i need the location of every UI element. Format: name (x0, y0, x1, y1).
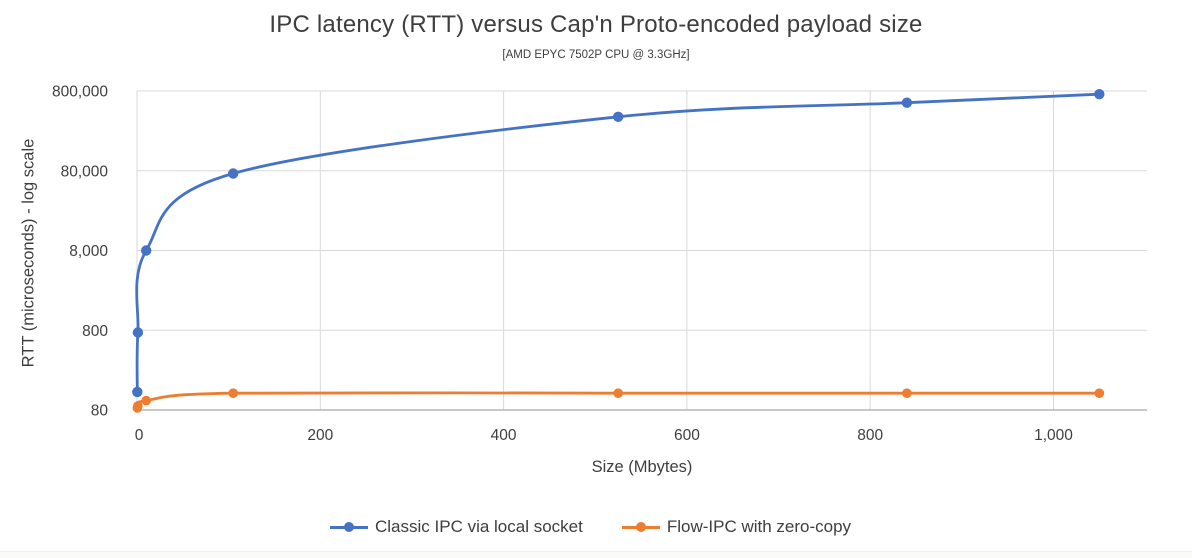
legend-line-marker-icon (330, 522, 368, 532)
legend-label-flow-ipc: Flow-IPC with zero-copy (666, 517, 852, 536)
y-tick-label: 80,000 (61, 163, 109, 180)
legend-item-classic-ipc: Classic IPC via local socket (330, 517, 583, 537)
data-point-flow-ipc-6 (1094, 388, 1105, 399)
data-point-classic-ipc-0 (132, 386, 143, 398)
bottom-strip (0, 551, 1192, 558)
data-point-classic-ipc-5 (901, 97, 913, 108)
x-tick-label: 0 (135, 427, 144, 444)
y-tick-label: 8,000 (69, 243, 108, 260)
x-tick-label: 800 (857, 427, 883, 444)
data-point-flow-ipc-4 (613, 388, 623, 399)
data-point-classic-ipc-4 (613, 111, 624, 123)
series-line-classic-ipc (135, 92, 1101, 394)
legend: Classic IPC via local socket Flow-IPC wi… (330, 517, 851, 537)
data-point-flow-ipc-2 (141, 395, 151, 406)
x-axis-title: Size (Mbytes) (591, 458, 693, 476)
data-point-flow-ipc-1 (133, 401, 143, 411)
x-tick-label: 400 (491, 427, 517, 444)
x-tick-label: 200 (307, 427, 333, 444)
chart-title: IPC latency (RTT) versus Cap'n Proto-enc… (269, 11, 923, 38)
y-axis-title: RTT (microseconds) - log scale (19, 138, 38, 368)
legend-item-flow-ipc: Flow-IPC with zero-copy (621, 517, 852, 537)
y-tick-label: 800 (82, 323, 108, 340)
data-point-classic-ipc-2 (141, 245, 152, 256)
legend-line-marker-icon (621, 522, 660, 532)
legend-label-classic-ipc: Classic IPC via local socket (375, 517, 583, 536)
data-point-flow-ipc-5 (902, 388, 912, 399)
chart-subtitle: [AMD EPYC 7502P CPU @ 3.3GHz] (502, 49, 690, 61)
y-tick-label: 80 (91, 403, 109, 420)
data-point-flow-ipc-3 (228, 388, 238, 399)
data-point-classic-ipc-3 (228, 168, 239, 179)
data-point-classic-ipc-6 (1094, 89, 1105, 100)
data-point-classic-ipc-1 (132, 327, 144, 338)
legend-dot-icon (344, 522, 354, 532)
x-tick-label: 600 (674, 427, 700, 444)
legend-dot-icon (635, 522, 646, 532)
x-tick-label: 1,000 (1034, 427, 1073, 444)
y-tick-label: 800,000 (52, 84, 108, 101)
